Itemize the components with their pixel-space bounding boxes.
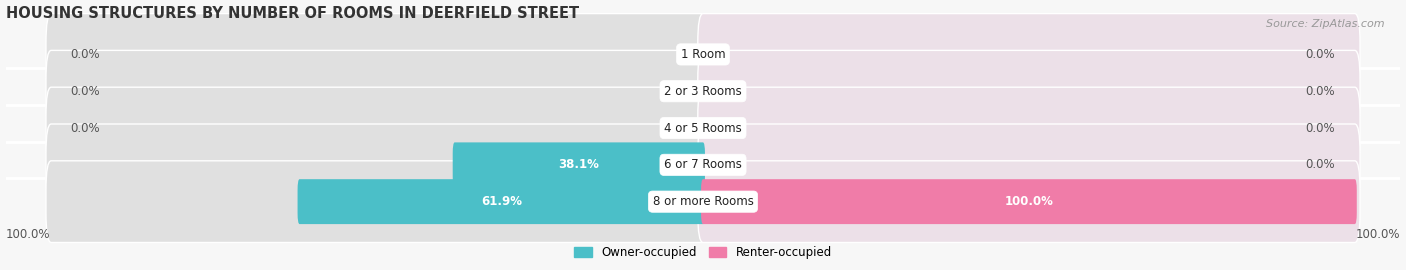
FancyBboxPatch shape [298,179,704,224]
FancyBboxPatch shape [453,142,704,187]
Text: 100.0%: 100.0% [1004,195,1053,208]
FancyBboxPatch shape [697,87,1360,169]
Text: 8 or more Rooms: 8 or more Rooms [652,195,754,208]
Text: 0.0%: 0.0% [1306,122,1336,134]
FancyBboxPatch shape [697,50,1360,132]
Text: HOUSING STRUCTURES BY NUMBER OF ROOMS IN DEERFIELD STREET: HOUSING STRUCTURES BY NUMBER OF ROOMS IN… [6,6,579,21]
Text: 38.1%: 38.1% [558,158,599,171]
FancyBboxPatch shape [697,161,1360,242]
Text: 1 Room: 1 Room [681,48,725,61]
Text: 0.0%: 0.0% [70,48,100,61]
Text: 0.0%: 0.0% [70,85,100,98]
Text: 2 or 3 Rooms: 2 or 3 Rooms [664,85,742,98]
FancyBboxPatch shape [46,124,709,206]
FancyBboxPatch shape [46,50,709,132]
Text: 0.0%: 0.0% [70,122,100,134]
FancyBboxPatch shape [702,179,1357,224]
FancyBboxPatch shape [46,161,709,242]
Text: Source: ZipAtlas.com: Source: ZipAtlas.com [1267,19,1385,29]
FancyBboxPatch shape [46,87,709,169]
FancyBboxPatch shape [46,14,709,95]
Text: 0.0%: 0.0% [1306,158,1336,171]
FancyBboxPatch shape [697,14,1360,95]
Text: 100.0%: 100.0% [1355,228,1400,241]
Text: 4 or 5 Rooms: 4 or 5 Rooms [664,122,742,134]
FancyBboxPatch shape [697,124,1360,206]
Text: 6 or 7 Rooms: 6 or 7 Rooms [664,158,742,171]
Text: 100.0%: 100.0% [6,228,51,241]
Text: 0.0%: 0.0% [1306,85,1336,98]
Legend: Owner-occupied, Renter-occupied: Owner-occupied, Renter-occupied [569,241,837,264]
Text: 61.9%: 61.9% [481,195,522,208]
Text: 0.0%: 0.0% [1306,48,1336,61]
